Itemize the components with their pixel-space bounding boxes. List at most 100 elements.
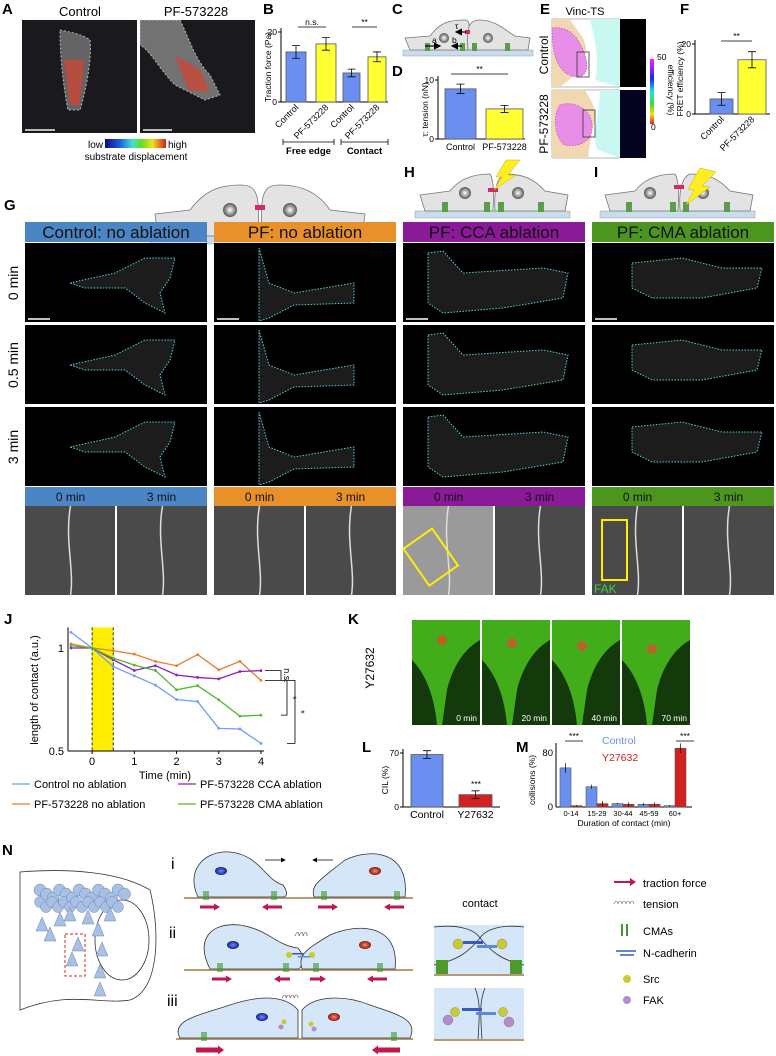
significance-label: n.s. (282, 668, 292, 683)
panel-label-l: L (362, 739, 371, 756)
legend-label: PF-573228 CMA ablation (200, 799, 323, 811)
stage-i: i (171, 851, 413, 899)
traction-force-arrow (310, 975, 326, 983)
cell-junction (445, 505, 451, 596)
data-point (238, 727, 242, 731)
cell-junction (67, 505, 73, 596)
panel-label-j: J (4, 611, 12, 628)
data-point (69, 646, 73, 650)
legend-label: traction force (643, 878, 707, 890)
colorbar-high-label: high (168, 140, 187, 151)
contact-zoom-early (433, 925, 525, 976)
y-axis-label: length of contact (a.u.) (29, 635, 41, 744)
stage-label-iii: iii (167, 993, 178, 1010)
bar-y27632-60+ (674, 747, 687, 808)
migrating-cell (81, 909, 95, 925)
traction-force-arrow (384, 903, 404, 911)
embryo-schematic (19, 870, 157, 1011)
data-point (154, 669, 157, 672)
cell-gfp (622, 620, 690, 725)
data-point (217, 698, 221, 702)
vinc-ts-image-pf (551, 89, 646, 159)
n-cadherin-icon (616, 950, 636, 956)
closeup-time-label: 3 min (714, 490, 743, 504)
series-line-2 (71, 647, 262, 680)
panel-e-row-control: Control (537, 36, 551, 75)
bar-pf-573228 (485, 108, 524, 140)
data-point (259, 678, 263, 682)
panel-label-e: E (540, 1, 550, 18)
panel-j-chart: J 0.5 1 0 1 2 3 4 Time (min) length of contact (… (4, 611, 323, 811)
panel-e: E Vinc-TS Control PF-573228 50 0 efficie… (537, 1, 676, 159)
data-point (238, 670, 242, 673)
panel-label-i: I (594, 164, 598, 181)
x-tick-label: 60+ (669, 809, 682, 818)
legend-label: CMAs (643, 926, 673, 938)
row-label-0: 0 min (5, 266, 21, 300)
panel-i-schematic: I (594, 164, 756, 219)
column-header-0: Control: no ablation (42, 223, 189, 242)
panel-label-n: N (2, 842, 13, 859)
y-tick-label: 20 (268, 27, 278, 37)
cell-outline (427, 332, 569, 396)
contact-zoom-late (434, 987, 524, 1041)
timelapse-image (214, 407, 396, 486)
migrating-cell (43, 926, 57, 942)
data-point (259, 741, 263, 745)
panel-a-title-control: Control (59, 4, 101, 19)
data-point (196, 653, 200, 656)
cma-icon (394, 891, 400, 900)
y-tick-label: 70 (390, 748, 400, 758)
group-bracket (282, 139, 335, 145)
legend-label: N-cadherin (643, 948, 697, 960)
y-axis-label: τ: tension (nN) (420, 82, 430, 137)
traction-force-arrow (274, 975, 290, 983)
y-axis-label: FRET efficiency (%) (675, 41, 685, 116)
nucleus (507, 638, 517, 648)
migrating-cell (112, 901, 124, 913)
migrating-cell (95, 941, 109, 957)
traction-force-arrow (200, 903, 220, 911)
cma-icon (377, 963, 383, 972)
data-point (217, 726, 221, 730)
x-tick-label: Control (698, 114, 726, 142)
nucleus (647, 644, 657, 654)
significance-label: ** (476, 64, 483, 74)
cma-icon (313, 963, 319, 972)
column-header-bg-2 (403, 222, 585, 242)
legend-label: PF-573228 no ablation (34, 799, 145, 811)
panel-label-f: F (680, 1, 689, 18)
error-bar (292, 45, 300, 59)
series-line-3 (70, 645, 262, 717)
cell-outline (258, 247, 355, 322)
error-bar (322, 37, 330, 51)
cma-icon (321, 891, 327, 900)
efficiency-colorbar-label: efficiency (%) (666, 65, 676, 116)
data-point (259, 713, 263, 717)
data-point (90, 646, 94, 650)
panel-label-g: G (4, 197, 16, 214)
ablation-interval (92, 627, 114, 751)
significance-bracket (287, 679, 296, 744)
x-tick-label: 45-59 (639, 809, 658, 818)
stage-label-ii: ii (169, 925, 176, 942)
x-tick-label: 30-44 (613, 809, 632, 818)
panel-label-d: D (392, 63, 403, 80)
closeup-time-label: 0 min (623, 490, 652, 504)
error-bar (456, 83, 465, 94)
data-point (196, 676, 200, 679)
closeup-header-bg (403, 487, 585, 506)
data-point (175, 688, 178, 692)
traction-force-arrow (212, 975, 232, 983)
panel-a-title-pf: PF-573228 (164, 4, 228, 19)
x-tick-label: Y27632 (457, 809, 493, 821)
cell-outline (631, 257, 763, 299)
cell-outline (631, 421, 763, 463)
migrating-cell (63, 906, 77, 922)
timestamp: 0 min (456, 713, 477, 723)
cell-junction (634, 505, 640, 596)
legend-label: Src (643, 974, 660, 986)
ablation-region-box (402, 527, 460, 587)
